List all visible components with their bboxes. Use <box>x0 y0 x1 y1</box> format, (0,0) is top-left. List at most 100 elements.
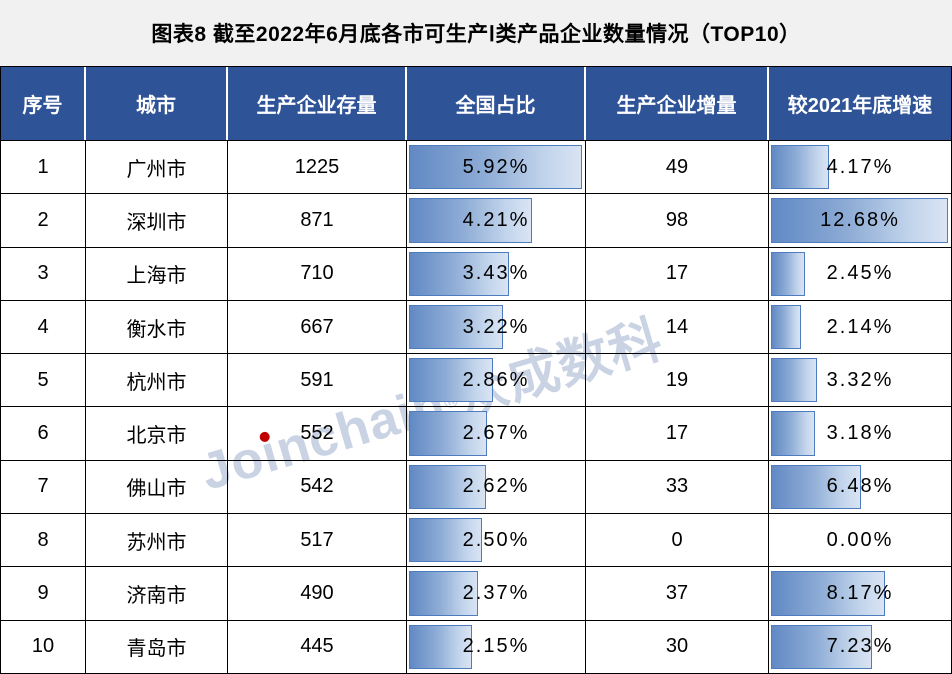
growth-bar-track <box>771 145 948 190</box>
cell-city: 北京市 <box>86 407 228 460</box>
cell-stock: 517 <box>228 514 407 567</box>
header-cell-rank: 序号 <box>1 67 86 140</box>
header-cell-stock: 生产企业存量 <box>228 67 407 140</box>
cell-rank: 3 <box>1 247 86 300</box>
cell-stock: 710 <box>228 247 407 300</box>
share-value-label: 2.67% <box>462 422 530 445</box>
table-row: 7 佛山市 542 2.62% 33 6.48% <box>1 460 951 515</box>
cell-increment: 49 <box>586 141 769 194</box>
cell-stock: 445 <box>228 620 407 673</box>
share-bar <box>409 358 493 403</box>
cell-share: 2.86% <box>407 354 586 407</box>
cell-share: 2.37% <box>407 567 586 620</box>
share-bar <box>409 518 483 563</box>
cell-share: 3.22% <box>407 300 586 354</box>
share-value-label: 2.37% <box>462 582 530 605</box>
cell-share: 5.92% <box>407 141 586 194</box>
cell-increment: 98 <box>586 194 769 247</box>
cell-rank: 1 <box>1 141 86 194</box>
share-bar <box>409 145 582 190</box>
cell-city: 深圳市 <box>86 194 228 247</box>
share-bar-track <box>409 571 582 616</box>
share-value-label: 2.15% <box>462 635 530 658</box>
share-value-label: 3.22% <box>462 315 530 338</box>
cell-city: 杭州市 <box>86 354 228 407</box>
growth-bar-track <box>771 304 948 350</box>
share-bar <box>409 198 533 243</box>
page-title: 图表8 截至2022年6月底各市可生产Ⅰ类产品企业数量情况（TOP10） <box>151 23 801 46</box>
cell-growth: 0.00% <box>769 514 951 566</box>
cell-growth: 12.68% <box>769 194 951 246</box>
cell-rank: 9 <box>1 567 86 620</box>
cell-rank: 5 <box>1 354 86 407</box>
growth-value-label: 3.32% <box>826 368 894 391</box>
cell-rank: 8 <box>1 514 86 567</box>
table-row: 3 上海市 710 3.43% 17 2.45% <box>1 247 951 301</box>
cell-share: 4.21% <box>407 194 586 247</box>
table-body: 1 广州市 1225 5.92% 49 4.17% 2 深圳市 871 4.21… <box>1 141 951 673</box>
share-bar <box>409 304 504 350</box>
cell-increment: 14 <box>586 300 769 354</box>
cell-increment: 19 <box>586 354 769 407</box>
growth-bar <box>771 198 948 243</box>
cell-growth: 7.23% <box>769 621 951 673</box>
cell-growth: 2.45% <box>769 248 951 300</box>
table-row: 6 北京市 552 2.67% 17 3.18% <box>1 407 951 461</box>
cell-rank: 4 <box>1 300 86 354</box>
growth-bar <box>771 358 818 403</box>
header-cell-growth: 较2021年底增速 <box>787 95 933 117</box>
cell-city: 济南市 <box>86 567 228 620</box>
growth-bar-track <box>771 251 948 296</box>
header-cell-city: 城市 <box>86 67 228 140</box>
cell-growth: 3.18% <box>769 407 951 459</box>
growth-bar-track <box>771 571 948 616</box>
growth-bar-track <box>771 464 948 510</box>
share-value-label: 2.50% <box>462 528 530 551</box>
growth-bar-track <box>771 358 948 403</box>
cell-rank: 7 <box>1 460 86 514</box>
cell-rank: 10 <box>1 620 86 673</box>
share-bar-track <box>409 411 582 456</box>
growth-value-label: 6.48% <box>826 475 894 498</box>
cell-stock: 871 <box>228 194 407 247</box>
growth-bar-track <box>771 624 948 669</box>
share-value-label: 2.62% <box>462 475 530 498</box>
growth-bar <box>771 304 801 350</box>
cell-increment: 37 <box>586 567 769 620</box>
cell-city: 苏州市 <box>86 514 228 567</box>
cell-stock: 490 <box>228 567 407 620</box>
growth-value-label: 3.18% <box>826 422 894 445</box>
share-bar <box>409 571 479 616</box>
growth-bar <box>771 411 816 456</box>
cell-growth: 6.48% <box>769 461 951 513</box>
share-bar <box>409 624 472 669</box>
share-value-label: 5.92% <box>462 155 530 178</box>
table-row: 5 杭州市 591 2.86% 19 3.32% <box>1 354 951 408</box>
cell-share: 3.43% <box>407 247 586 300</box>
growth-bar <box>771 571 886 616</box>
cell-increment: 17 <box>586 247 769 300</box>
cell-stock: 591 <box>228 354 407 407</box>
growth-bar <box>771 464 862 510</box>
share-bar-track <box>409 358 582 403</box>
share-bar <box>409 411 488 456</box>
cell-growth: 3.32% <box>769 354 951 406</box>
growth-value-label: 2.14% <box>826 315 894 338</box>
growth-value-label: 12.68% <box>820 208 900 231</box>
table-row: 9 济南市 490 2.37% 37 8.17% <box>1 567 951 621</box>
cell-increment: 33 <box>586 460 769 514</box>
table-row: 10 青岛市 445 2.15% 30 7.23% <box>1 620 951 673</box>
cell-increment: 0 <box>586 514 769 567</box>
cell-increment: 30 <box>586 620 769 673</box>
cell-growth: 4.17% <box>769 141 951 193</box>
header-cell-increment: 生产企业增量 <box>586 67 769 140</box>
cell-city: 广州市 <box>86 141 228 194</box>
growth-bar-track <box>771 411 948 456</box>
cell-share: 2.15% <box>407 620 586 673</box>
share-bar-track <box>409 304 582 350</box>
growth-bar <box>771 251 806 296</box>
cell-growth: 2.14% <box>769 301 951 353</box>
header-cell-share: 全国占比 <box>407 67 586 140</box>
cell-stock: 1225 <box>228 141 407 194</box>
